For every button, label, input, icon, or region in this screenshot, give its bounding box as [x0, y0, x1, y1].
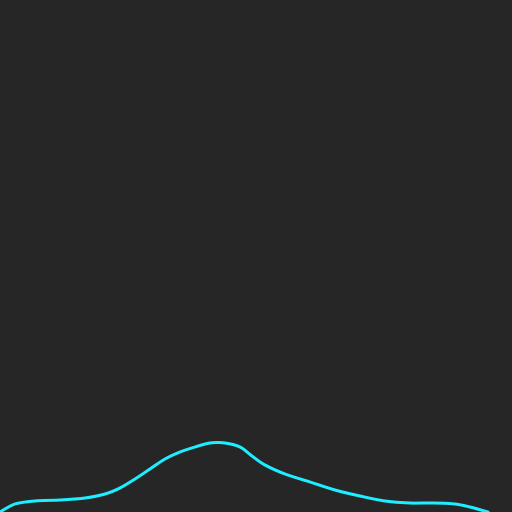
series-layer — [0, 440, 490, 512]
series-line-0 — [0, 440, 490, 512]
